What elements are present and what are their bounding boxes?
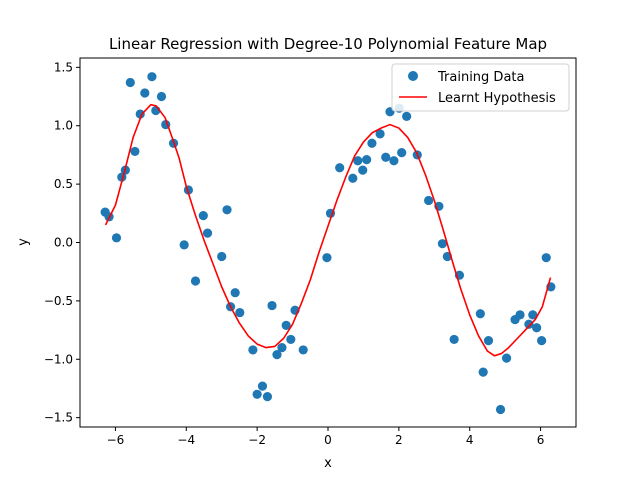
legend-label-training-data: Training Data	[437, 70, 524, 85]
y-tick-label: 0.0	[54, 236, 73, 250]
data-point-65	[528, 310, 538, 320]
data-point-19	[217, 251, 227, 262]
legend-marker-training-data	[408, 71, 418, 81]
data-point-53	[437, 239, 448, 249]
data-point-16	[190, 276, 201, 286]
data-point-38	[348, 173, 358, 183]
data-point-57	[475, 309, 485, 319]
data-point-63	[515, 310, 525, 320]
x-tick-label: 0	[324, 433, 332, 447]
x-tick-label: −2	[248, 433, 266, 447]
x-tick-label: 4	[466, 433, 474, 447]
data-point-68	[541, 253, 551, 263]
data-point-5	[125, 77, 135, 88]
data-point-23	[235, 307, 245, 318]
data-point-30	[277, 342, 287, 353]
y-tick-label: 1.0	[54, 119, 73, 133]
data-point-34	[298, 345, 308, 355]
data-point-25	[252, 389, 262, 399]
data-point-51	[424, 195, 434, 206]
data-point-26	[257, 381, 268, 391]
data-point-31	[281, 320, 291, 331]
plot-area	[100, 72, 556, 415]
legend-box	[391, 63, 570, 112]
data-point-42	[367, 138, 377, 148]
data-point-20	[222, 205, 232, 215]
data-point-49	[402, 111, 412, 121]
data-point-7	[135, 109, 145, 119]
chart-title: Linear Regression with Degree-10 Polynom…	[109, 35, 547, 53]
y-tick-label: 1.5	[54, 60, 73, 74]
data-point-9	[147, 72, 157, 82]
data-point-66	[532, 323, 542, 333]
data-point-40	[358, 165, 368, 175]
x-axis-label: x	[324, 456, 332, 471]
data-point-44	[381, 152, 391, 162]
x-tick-label: 2	[395, 433, 403, 447]
data-point-11	[156, 91, 167, 102]
legend-label-learnt-hypothesis: Learnt Hypothesis	[438, 91, 556, 106]
data-point-24	[248, 345, 258, 355]
data-point-61	[501, 353, 512, 363]
data-point-32	[286, 334, 296, 345]
data-point-41	[362, 154, 372, 165]
data-point-22	[230, 288, 240, 298]
x-tick-label: −6	[107, 433, 125, 447]
data-point-6	[130, 146, 140, 157]
y-axis-label: y	[16, 238, 31, 246]
y-tick-label: −1.0	[44, 352, 73, 366]
data-point-55	[449, 334, 459, 345]
data-point-17	[198, 211, 208, 221]
data-point-2	[111, 233, 122, 243]
axis-ticks: −6 −4 −2 0 2 4 6 −1.5 −1.0 −0.5 0.0 0.5 1.0 1.5	[44, 60, 545, 447]
data-point-28	[267, 300, 277, 311]
hypothesis-line	[104, 103, 552, 357]
data-point-43	[375, 129, 385, 139]
data-point-27	[262, 392, 273, 402]
data-point-39	[353, 156, 363, 166]
data-point-35	[322, 253, 332, 263]
data-point-48	[397, 147, 407, 158]
data-point-8	[140, 88, 150, 98]
data-point-29	[272, 350, 282, 360]
x-tick-label: −4	[177, 433, 195, 447]
data-point-18	[202, 228, 213, 238]
data-point-59	[483, 335, 494, 346]
y-tick-label: −0.5	[44, 294, 73, 308]
y-tick-label: −1.5	[44, 411, 73, 425]
data-point-64	[524, 319, 534, 329]
data-point-67	[537, 335, 547, 346]
data-point-60	[495, 404, 506, 415]
data-point-46	[389, 156, 399, 166]
data-point-14	[179, 240, 189, 250]
legend: Training Data Learnt Hypothesis	[391, 63, 570, 112]
data-point-58	[478, 367, 488, 377]
x-tick-label: 6	[537, 433, 545, 447]
y-tick-label: 0.5	[54, 177, 73, 191]
data-point-37	[335, 163, 345, 173]
